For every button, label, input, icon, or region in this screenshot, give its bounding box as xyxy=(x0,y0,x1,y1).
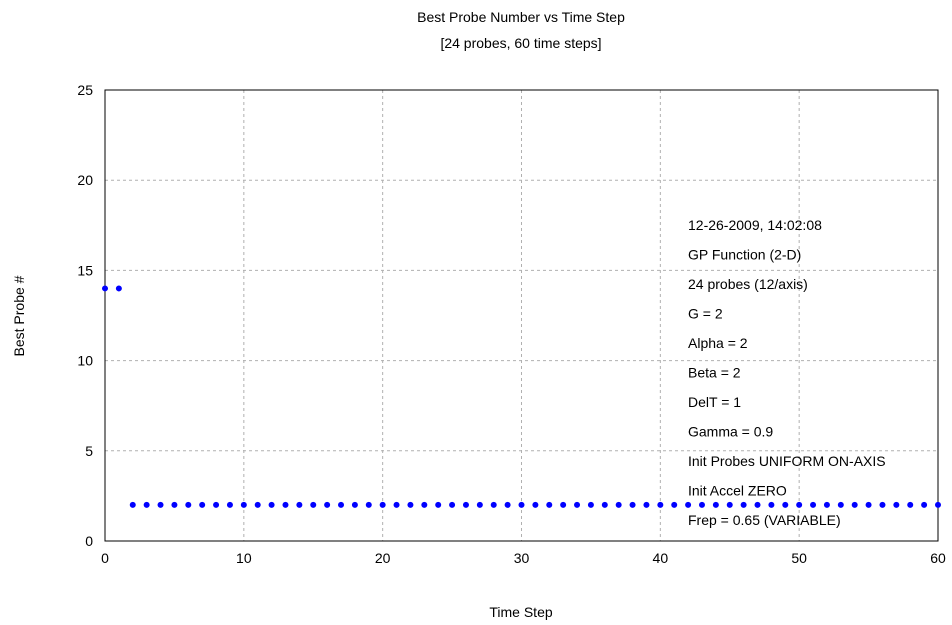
data-point xyxy=(740,501,747,508)
annotation-block: 12-26-2009, 14:02:08 GP Function (2-D) 24 … xyxy=(688,217,886,528)
data-point xyxy=(199,501,206,508)
x-tick-label: 0 xyxy=(101,550,109,566)
annotation-line: Init Accel ZERO xyxy=(688,483,787,499)
data-point xyxy=(865,501,872,508)
data-point xyxy=(879,501,886,508)
y-tick-label: 0 xyxy=(85,533,93,549)
data-point xyxy=(935,501,941,508)
data-point xyxy=(893,501,900,508)
data-point xyxy=(782,501,789,508)
x-tick-label: 50 xyxy=(791,550,807,566)
data-point xyxy=(532,501,539,508)
data-point xyxy=(254,501,261,508)
y-tick-label: 5 xyxy=(85,443,93,459)
data-point xyxy=(851,501,858,508)
data-point xyxy=(143,501,150,508)
annotation-line: Init Probes UNIFORM ON-AXIS xyxy=(688,453,886,469)
data-point xyxy=(338,501,345,508)
chart-title: Best Probe Number vs Time Step xyxy=(417,9,625,25)
data-point xyxy=(490,501,497,508)
data-point xyxy=(351,501,358,508)
data-point xyxy=(643,501,650,508)
chart-subtitle: [24 probes, 60 time steps] xyxy=(440,35,601,51)
data-point xyxy=(823,501,830,508)
x-tick-label: 20 xyxy=(375,550,391,566)
data-point xyxy=(171,501,178,508)
data-point xyxy=(601,501,608,508)
annotation-line: GP Function (2-D) xyxy=(688,247,801,263)
annotation-line: 12-26-2009, 14:02:08 xyxy=(688,217,822,233)
y-axis-label: Best Probe # xyxy=(11,275,27,356)
data-point xyxy=(407,501,414,508)
data-point xyxy=(102,285,108,292)
data-point xyxy=(282,501,289,508)
data-point xyxy=(449,501,456,508)
data-point xyxy=(754,501,761,508)
data-point xyxy=(324,501,331,508)
grid-lines xyxy=(105,90,938,541)
data-point xyxy=(698,501,705,508)
data-point xyxy=(671,501,678,508)
data-point xyxy=(546,501,553,508)
data-point xyxy=(615,501,622,508)
data-point xyxy=(712,501,719,508)
x-tick-label: 40 xyxy=(653,550,669,566)
annotation-line: Alpha = 2 xyxy=(688,335,748,351)
data-point xyxy=(213,501,220,508)
data-point xyxy=(476,501,483,508)
data-point xyxy=(268,501,275,508)
data-point xyxy=(560,501,567,508)
annotation-line: 24 probes (12/axis) xyxy=(688,276,808,292)
x-tick-label: 10 xyxy=(236,550,252,566)
annotation-line: G = 2 xyxy=(688,306,723,322)
data-point xyxy=(504,501,511,508)
annotation-line: Frep = 0.65 (VARIABLE) xyxy=(688,512,841,528)
data-point xyxy=(185,501,192,508)
annotation-line: Beta = 2 xyxy=(688,365,741,381)
data-point xyxy=(657,501,664,508)
data-point xyxy=(296,501,303,508)
data-point xyxy=(921,501,928,508)
data-point xyxy=(574,501,581,508)
data-point xyxy=(393,501,400,508)
x-tick-label: 30 xyxy=(514,550,530,566)
data-point xyxy=(157,501,164,508)
data-point xyxy=(907,501,914,508)
data-point xyxy=(435,501,442,508)
data-point xyxy=(810,501,817,508)
data-point xyxy=(226,501,233,508)
data-points xyxy=(102,285,941,508)
x-axis-label: Time Step xyxy=(489,604,552,620)
data-point xyxy=(587,501,594,508)
data-point xyxy=(462,501,469,508)
data-point xyxy=(768,501,775,508)
data-point xyxy=(115,285,122,292)
data-point xyxy=(310,501,317,508)
data-point xyxy=(379,501,386,508)
y-tick-label: 25 xyxy=(77,82,93,98)
data-point xyxy=(726,501,733,508)
y-tick-label: 10 xyxy=(77,353,93,369)
annotation-line: DelT = 1 xyxy=(688,394,741,410)
annotation-line: Gamma = 0.9 xyxy=(688,424,773,440)
tick-labels: 0 10 20 30 40 50 60 0 5 10 15 20 25 xyxy=(77,82,946,566)
data-point xyxy=(240,501,247,508)
data-point xyxy=(796,501,803,508)
y-tick-label: 15 xyxy=(77,262,93,278)
x-tick-label: 60 xyxy=(930,550,946,566)
data-point xyxy=(629,501,636,508)
data-point xyxy=(518,501,525,508)
data-point xyxy=(129,501,136,508)
y-tick-label: 20 xyxy=(77,172,93,188)
data-point xyxy=(837,501,844,508)
data-point xyxy=(365,501,372,508)
data-point xyxy=(421,501,428,508)
plot-frame xyxy=(104,89,939,542)
data-point xyxy=(685,501,692,508)
